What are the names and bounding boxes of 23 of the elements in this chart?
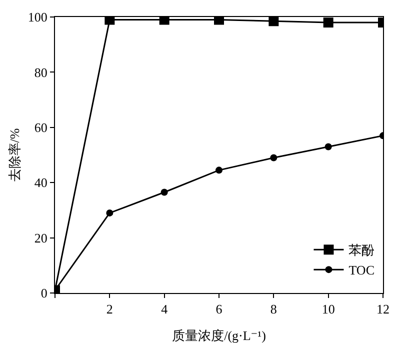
point	[324, 143, 332, 150]
y-tick-label: 40	[34, 175, 48, 190]
y-tick-label: 100	[28, 10, 48, 25]
point	[160, 188, 168, 196]
x-axis-title: 质量浓度/(g·L⁻¹)	[172, 328, 266, 343]
point	[268, 17, 279, 26]
legend-label: 苯酚	[348, 242, 375, 258]
point	[270, 154, 278, 162]
x-tick-label: 10	[322, 302, 335, 317]
x-tick-label: 6	[216, 302, 223, 317]
x-tick-label: 12	[376, 302, 390, 317]
y-axis-title: 去除率/%	[7, 128, 22, 182]
y-tick-label: 80	[34, 64, 48, 80]
x-tick-label: 2	[106, 302, 113, 317]
y-tick-label: 20	[34, 230, 48, 246]
legend-label: TOC	[348, 262, 374, 278]
point	[216, 166, 222, 174]
y-tick-label: 0	[40, 286, 48, 301]
x-tick-label: 4	[161, 302, 168, 317]
y-tick-label: 60	[34, 120, 48, 135]
point	[323, 18, 334, 28]
point	[106, 209, 114, 216]
x-tick-label: 8	[270, 302, 277, 317]
